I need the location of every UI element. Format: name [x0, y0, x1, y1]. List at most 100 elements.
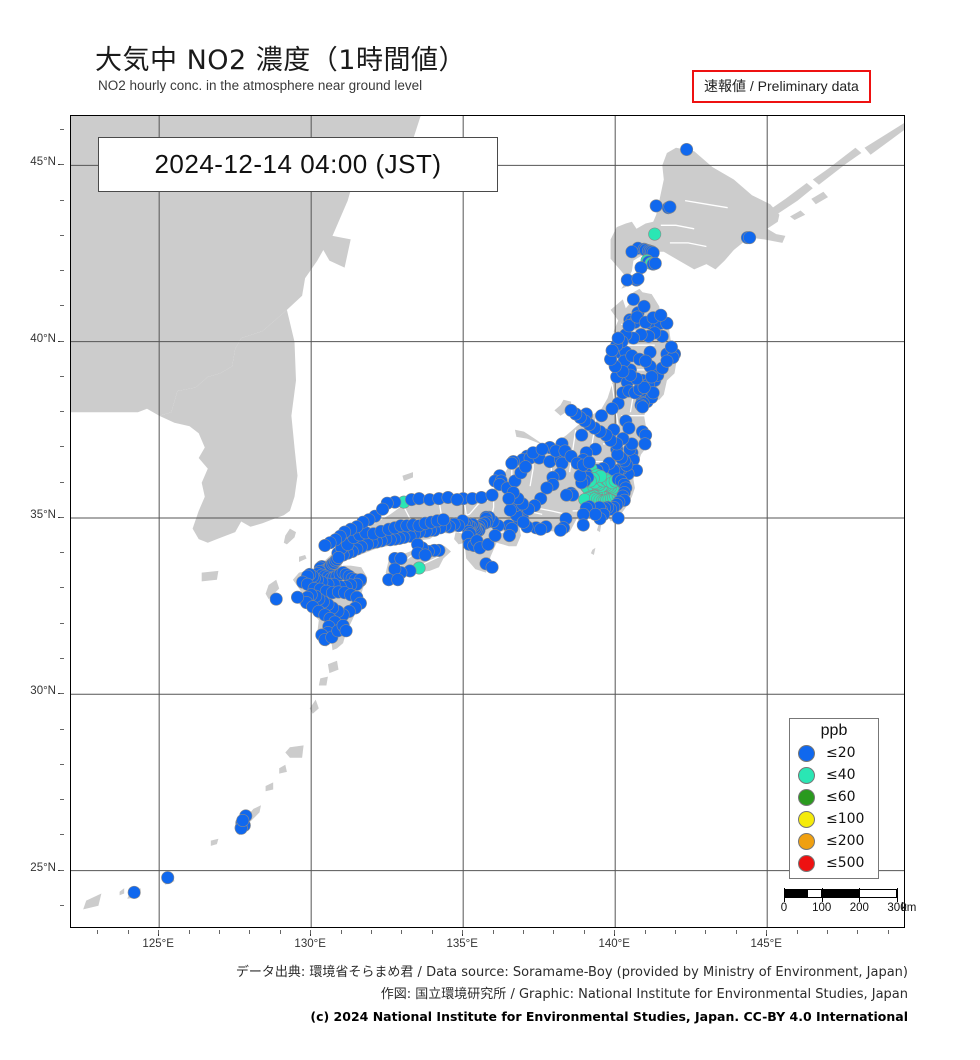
station-point	[516, 515, 530, 529]
longitude-minor-tick	[97, 930, 99, 934]
page-subtitle: NO2 hourly conc. in the atmosphere near …	[98, 78, 423, 93]
station-point	[664, 340, 678, 354]
longitude-minor-tick	[887, 930, 889, 934]
station-point	[637, 299, 651, 313]
legend-swatch-icon	[798, 854, 815, 872]
legend-swatch-icon	[798, 766, 815, 784]
station-point	[649, 199, 663, 213]
scale-bar-segment	[807, 889, 822, 898]
longitude-minor-tick	[462, 930, 464, 934]
latitude-tick-label: 25°N	[30, 861, 56, 874]
station-point	[648, 227, 662, 241]
legend-item-label: ≤60	[826, 789, 856, 805]
scale-bar-labels: 0 100 200 300 km	[781, 902, 917, 918]
preliminary-data-badge: 速報値 / Preliminary data	[692, 70, 871, 103]
station-point	[376, 502, 390, 516]
longitude-minor-tick	[553, 930, 555, 934]
latitude-minor-tick	[60, 129, 64, 131]
scale-bar-tick	[821, 888, 823, 902]
station-point	[743, 231, 757, 245]
station-point	[502, 529, 516, 543]
longitude-minor-tick	[705, 930, 707, 934]
longitude-tick-label: 140°E	[598, 938, 630, 950]
map-inner	[71, 116, 904, 927]
station-point	[582, 455, 596, 469]
station-point	[564, 403, 578, 417]
longitude-tick-label: 135°E	[446, 938, 478, 950]
footer-graphic-credit: 作図: 国立環境研究所 / Graphic: National Institut…	[380, 987, 908, 1002]
longitude-minor-tick	[522, 930, 524, 934]
legend-item-label: ≤20	[826, 745, 856, 761]
longitude-minor-tick	[826, 930, 828, 934]
longitude-minor-tick	[401, 930, 403, 934]
legend-item-label: ≤200	[826, 833, 865, 849]
latitude-axis: 45°N 40°N 35°N 30°N 25°N	[0, 115, 64, 928]
longitude-axis: 125°E 130°E 135°E 140°E 145°E	[70, 930, 910, 952]
page-header: 大気中 NO2 濃度（1時間値） NO2 hourly conc. in the…	[0, 0, 980, 115]
station-point	[291, 590, 305, 604]
latitude-minor-tick	[60, 199, 64, 201]
station-point	[127, 885, 141, 899]
longitude-minor-tick	[127, 930, 129, 934]
station-point	[575, 428, 589, 442]
legend-item-1: ≤20	[790, 742, 878, 764]
station-point	[518, 460, 532, 474]
station-point	[645, 370, 659, 384]
longitude-minor-tick	[370, 930, 372, 934]
map-svg	[71, 116, 904, 927]
scale-bar-segment	[859, 889, 897, 898]
longitude-minor-tick	[735, 930, 737, 934]
latitude-minor-tick	[60, 305, 64, 307]
station-point	[605, 402, 619, 416]
scale-bar-label: 100	[812, 902, 832, 914]
scale-bar-tick	[897, 888, 898, 902]
station-point	[488, 529, 502, 543]
legend-swatch-icon	[798, 810, 815, 828]
station-point	[543, 455, 557, 469]
scale-bar-segment	[821, 889, 860, 898]
longitude-minor-tick	[857, 930, 859, 934]
latitude-minor-tick	[60, 587, 64, 589]
station-point	[648, 256, 662, 270]
latitude-minor-tick	[60, 516, 64, 518]
station-point	[331, 550, 345, 564]
station-point	[634, 261, 648, 275]
station-point	[576, 518, 590, 532]
station-point	[611, 511, 625, 525]
station-point	[654, 308, 668, 322]
station-point	[639, 354, 653, 368]
latitude-minor-tick	[60, 481, 64, 483]
page-footer: データ出典: 環境省そらまめ君 / Data source: Soramame-…	[0, 962, 980, 1060]
station-point	[635, 400, 649, 414]
station-point	[436, 513, 450, 527]
longitude-minor-tick	[431, 930, 433, 934]
latitude-minor-tick	[60, 904, 64, 906]
legend-item-6: ≤500	[790, 852, 878, 874]
station-points-layer	[127, 142, 757, 899]
legend-item-4: ≤100	[790, 808, 878, 830]
station-point	[594, 409, 608, 423]
longitude-minor-tick	[674, 930, 676, 934]
longitude-minor-tick	[766, 930, 768, 934]
latitude-minor-tick	[60, 234, 64, 236]
station-point	[502, 492, 516, 506]
station-point	[236, 813, 250, 827]
station-point	[418, 548, 432, 562]
station-point	[339, 624, 353, 638]
footer-copyright: (c) 2024 National Institute for Environm…	[310, 1009, 908, 1024]
longitude-minor-tick	[158, 930, 160, 934]
longitude-minor-tick	[279, 930, 281, 934]
timestamp-label: 2024-12-14 04:00 (JST)	[98, 137, 498, 192]
legend-swatch-icon	[798, 744, 815, 762]
station-point	[638, 437, 652, 451]
station-point	[269, 592, 283, 606]
latitude-minor-tick	[60, 375, 64, 377]
latitude-tick-label: 40°N	[30, 332, 56, 345]
latitude-minor-tick	[60, 834, 64, 836]
legend-rows: ≤20 ≤40 ≤60 ≤100 ≤200 ≤500	[790, 742, 878, 874]
footer-data-source: データ出典: 環境省そらまめ君 / Data source: Soramame-…	[235, 965, 908, 980]
map-canvas[interactable]	[70, 115, 905, 928]
station-point	[450, 493, 464, 507]
station-point	[394, 551, 408, 565]
latitude-minor-tick	[60, 340, 64, 342]
